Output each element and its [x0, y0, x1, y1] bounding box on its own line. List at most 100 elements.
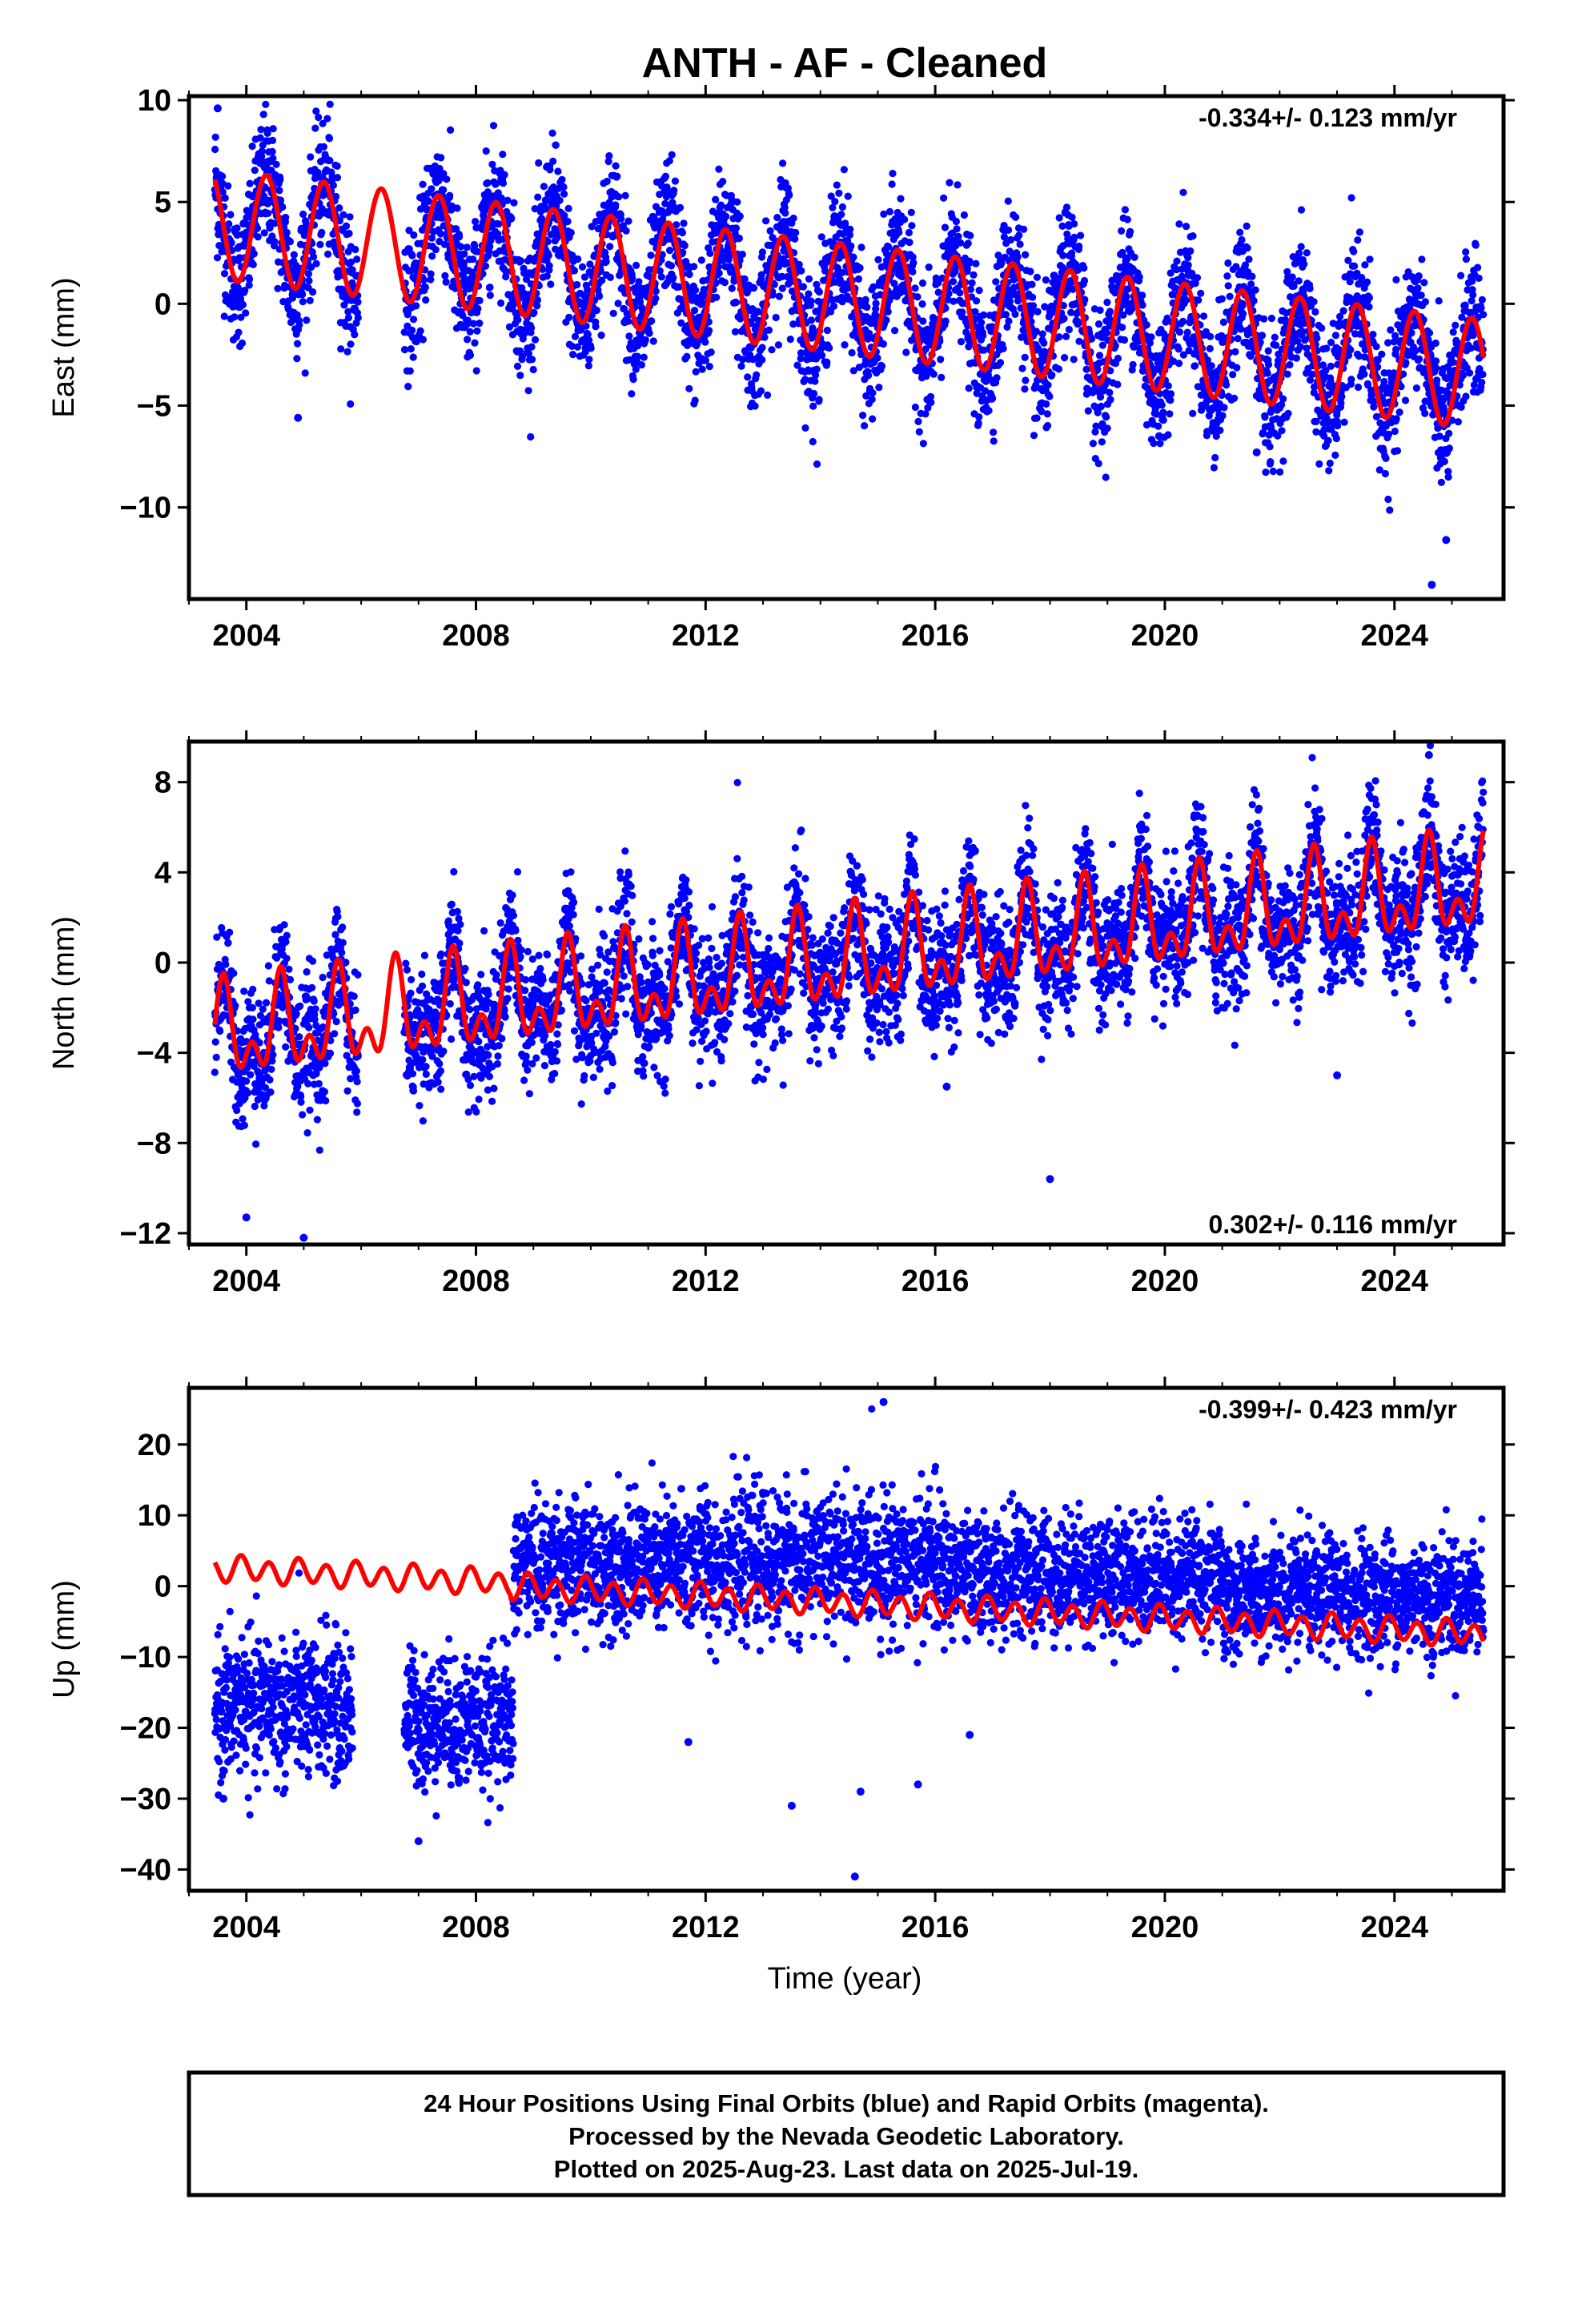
data-point [242, 309, 250, 317]
data-point [504, 196, 512, 204]
data-point [940, 194, 948, 202]
data-point [668, 151, 676, 159]
data-point [263, 129, 271, 137]
data-point [605, 199, 613, 207]
data-point [1026, 267, 1034, 275]
data-point [603, 177, 611, 186]
data-point [754, 308, 762, 316]
data-point [351, 245, 359, 254]
data-point [891, 327, 899, 335]
data-point [666, 247, 674, 255]
data-point [1186, 247, 1195, 255]
data-point [488, 160, 496, 168]
data-point [749, 284, 758, 292]
data-point [908, 222, 916, 230]
data-point [318, 228, 326, 236]
data-point [859, 412, 867, 420]
data-point [1435, 297, 1443, 305]
data-point [307, 153, 315, 161]
data-point [1326, 459, 1334, 468]
data-point [312, 259, 320, 267]
data-point [1432, 364, 1440, 372]
data-point [224, 182, 232, 190]
data-point [827, 192, 835, 200]
data-point [890, 279, 898, 287]
data-point [1395, 408, 1403, 416]
data-point [1318, 324, 1326, 332]
data-point [466, 328, 474, 336]
data-point [1340, 418, 1348, 426]
data-point [1103, 424, 1111, 432]
data-point [665, 157, 673, 165]
data-point [1030, 432, 1038, 440]
data-point [1164, 382, 1172, 390]
data-point [1239, 310, 1247, 318]
data-point [1175, 328, 1184, 336]
data-point [1325, 467, 1333, 475]
data-point [244, 1089, 252, 1097]
data-point [861, 422, 869, 430]
data-point [524, 349, 533, 358]
data-point [1366, 255, 1374, 263]
data-point [856, 263, 864, 272]
data-point [432, 246, 440, 254]
outlier-point [213, 104, 222, 113]
data-point [1300, 260, 1308, 268]
data-point [533, 296, 542, 304]
data-point [1122, 293, 1130, 301]
data-point [833, 181, 841, 189]
data-point [1061, 354, 1069, 362]
data-point [544, 238, 552, 246]
data-point [957, 239, 965, 247]
data-point [865, 329, 873, 338]
x-tick-label: 2016 [901, 619, 970, 653]
y-tick-label: −10 [120, 492, 171, 525]
data-point [274, 284, 282, 292]
data-point [1393, 447, 1402, 455]
data-point [849, 253, 857, 261]
data-point [1445, 444, 1453, 452]
data-point [299, 210, 307, 219]
rate-annotation: -0.334+/- 0.123 mm/yr [1199, 103, 1457, 132]
data-point [1223, 381, 1231, 389]
outlier-point [1427, 581, 1436, 589]
data-point [522, 275, 531, 283]
data-point [244, 998, 252, 1006]
data-point [1189, 409, 1197, 417]
data-point [408, 251, 416, 259]
data-point [1193, 274, 1202, 282]
data-point [250, 250, 258, 258]
data-point [712, 195, 720, 203]
data-point [827, 308, 835, 316]
data-point [907, 208, 915, 216]
data-point [838, 203, 846, 211]
data-point [1231, 394, 1239, 402]
data-point [279, 203, 287, 211]
data-point [312, 107, 320, 115]
data-point [813, 280, 821, 288]
data-point [290, 251, 298, 259]
data-point [472, 218, 480, 226]
data-point [772, 313, 780, 322]
data-point [514, 316, 522, 324]
data-point [500, 171, 508, 179]
data-point [739, 356, 747, 364]
data-point [440, 186, 448, 194]
data-point [246, 179, 254, 187]
data-point [1156, 440, 1164, 448]
data-point [1224, 259, 1232, 267]
data-point [241, 287, 249, 295]
data-point [442, 278, 450, 286]
data-point [588, 223, 596, 231]
data-point [1457, 271, 1465, 279]
data-point [1028, 280, 1036, 288]
data-point [1043, 410, 1051, 418]
data-point [1097, 402, 1105, 410]
data-point [319, 119, 327, 127]
data-point [219, 172, 227, 180]
data-point [339, 211, 347, 219]
data-point [758, 344, 766, 352]
data-point [212, 1053, 220, 1061]
data-point [999, 344, 1007, 352]
data-point [513, 362, 522, 370]
